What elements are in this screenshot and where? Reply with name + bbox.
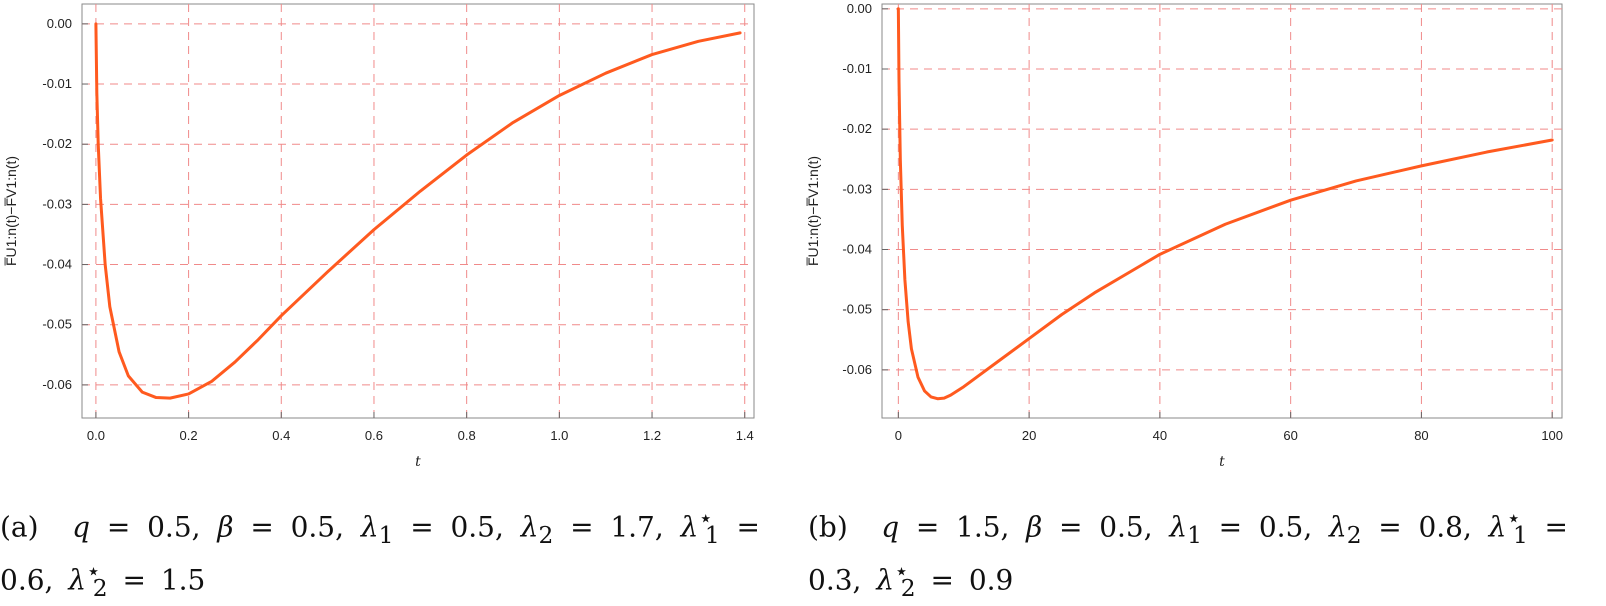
- y-tick-label: -0.02: [842, 121, 872, 136]
- series-line: [94, 22, 742, 400]
- y-tick-label: 0.00: [47, 16, 72, 31]
- series-line: [896, 7, 1554, 401]
- x-tick-label: 1.2: [643, 428, 661, 443]
- y-tick-label: -0.01: [42, 76, 72, 91]
- x-tick-label: 0.4: [272, 428, 290, 443]
- y-tick-label: -0.05: [42, 317, 72, 332]
- y-tick-label: 0.00: [847, 1, 872, 16]
- y-tick-label: -0.06: [842, 362, 872, 377]
- plot-frame: [81, 3, 755, 419]
- y-tick-label: -0.02: [42, 136, 72, 151]
- chart-a: 0.0 0.2 0.4 0.6 0.8 1.0 1.2 1.4 0.00 -0.01 -0.02 -0…: [3, 3, 755, 470]
- x-tick-label: 0.0: [87, 428, 105, 443]
- x-tick-label: 0.8: [458, 428, 476, 443]
- y-tick-label: -0.05: [842, 302, 872, 317]
- x-axis-label: t: [1219, 454, 1225, 470]
- caption-a: (a) q = 0.5, β = 0.5, λ1 = 0.5, λ2 = 1.7…: [0, 504, 761, 602]
- y-axis-label: F̅U1:n(t)−F̅V1:n(t): [3, 156, 19, 266]
- x-tick-label: 20: [1022, 428, 1036, 443]
- x-tick-label: 0: [895, 428, 902, 443]
- x-tick-label: 0.6: [365, 428, 383, 443]
- y-tick-label: -0.03: [42, 196, 72, 211]
- x-tick-label: 80: [1414, 428, 1428, 443]
- x-tick-label: 1.0: [550, 428, 568, 443]
- y-axis-label: F̅U1:n(t)−F̅V1:n(t): [805, 156, 821, 266]
- x-axis-label: t: [415, 454, 421, 470]
- chart-b: 0 20 40 60 80 100 0.00 -0.01 -0.02 -0.03 -0.04 -0.0…: [805, 1, 1563, 470]
- x-tick-label: 1.4: [736, 428, 754, 443]
- y-tick-label: -0.01: [842, 61, 872, 76]
- y-tick-label: -0.04: [42, 257, 72, 272]
- charts-canvas: 0.0 0.2 0.4 0.6 0.8 1.0 1.2 1.4 0.00 -0.01 -0.02 -0…: [3, 1, 1563, 470]
- x-tick-label: 0.2: [180, 428, 198, 443]
- plot-frame: [881, 3, 1563, 419]
- y-tick-label: -0.06: [42, 377, 72, 392]
- x-tick-label: 40: [1153, 428, 1167, 443]
- y-tick-label: -0.03: [842, 181, 872, 196]
- y-tick-label: -0.04: [842, 242, 872, 257]
- caption-b: (b) q = 1.5, β = 0.5, λ1 = 0.5, λ2 = 0.8…: [808, 504, 1568, 602]
- x-tick-label: 100: [1541, 428, 1563, 443]
- x-tick-label: 60: [1283, 428, 1297, 443]
